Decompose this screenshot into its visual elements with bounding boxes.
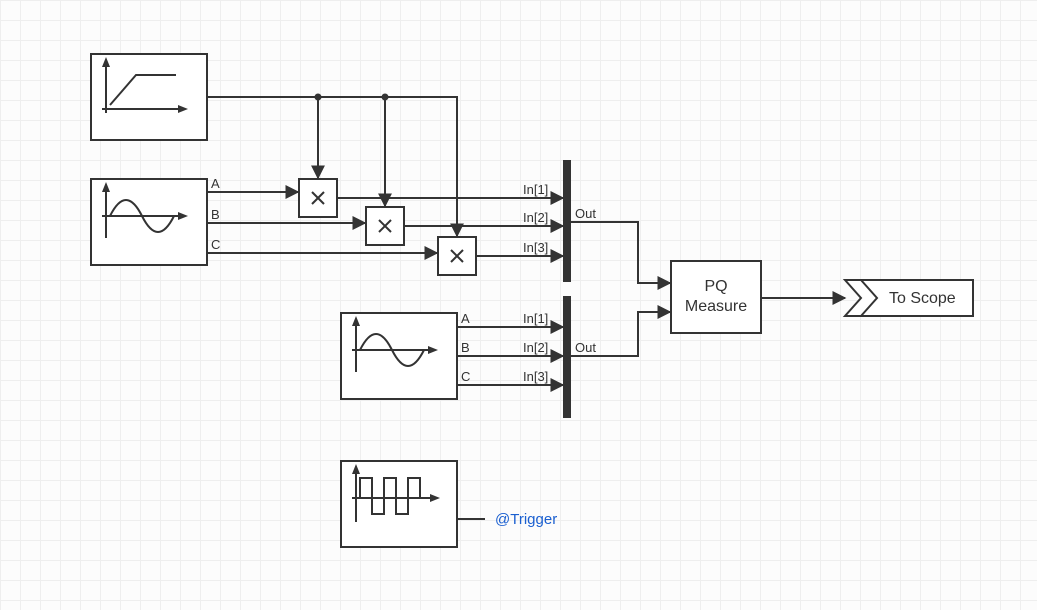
multiply-icon: [300, 180, 336, 216]
port-label-a1: A: [211, 176, 220, 191]
signal-wire: [208, 97, 318, 178]
mux1-out-label: Out: [575, 206, 596, 221]
signal-wire: [571, 222, 670, 283]
multiply-block-1[interactable]: [298, 178, 338, 218]
port-label-c2: C: [461, 369, 470, 384]
ramp-source-block[interactable]: [90, 53, 208, 141]
three-phase-sine-block-1[interactable]: [90, 178, 208, 266]
mux2-in2-label: In[2]: [523, 340, 548, 355]
goto-tag[interactable]: To Scope: [845, 280, 973, 316]
pulse-train-icon: [342, 462, 442, 530]
sine-wave-icon: [92, 180, 192, 248]
mux1-in1-label: In[1]: [523, 182, 548, 197]
three-phase-sine-block-2[interactable]: [340, 312, 458, 400]
port-label-b2: B: [461, 340, 470, 355]
mux1-in3-label: In[3]: [523, 240, 548, 255]
ramp-icon: [92, 55, 192, 123]
mux2-out-label: Out: [575, 340, 596, 355]
pq-measure-label: PQ Measure: [685, 277, 747, 317]
multiply-block-2[interactable]: [365, 206, 405, 246]
pulse-generator-block[interactable]: [340, 460, 458, 548]
port-label-a2: A: [461, 311, 470, 326]
mux2-in3-label: In[3]: [523, 369, 548, 384]
port-label-b1: B: [211, 207, 220, 222]
multiply-icon: [439, 238, 475, 274]
mux-block-1[interactable]: [563, 160, 571, 282]
multiply-block-3[interactable]: [437, 236, 477, 276]
mux2-in1-label: In[1]: [523, 311, 548, 326]
mux1-in2-label: In[2]: [523, 210, 548, 225]
wire-junction: [382, 94, 389, 101]
pq-measure-block[interactable]: PQ Measure: [670, 260, 762, 334]
multiply-icon: [367, 208, 403, 244]
port-label-c1: C: [211, 237, 220, 252]
wire-junction: [315, 94, 322, 101]
trigger-tag-label: @Trigger: [495, 511, 557, 528]
mux-block-2[interactable]: [563, 296, 571, 418]
sine-wave-icon: [342, 314, 442, 382]
goto-label: To Scope: [889, 290, 956, 307]
